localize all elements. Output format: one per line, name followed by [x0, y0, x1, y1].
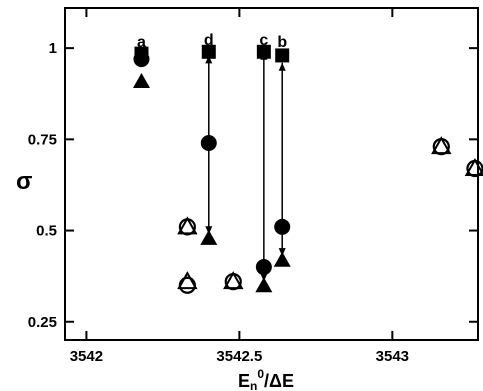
annotation-label: d [204, 32, 214, 49]
y-tick-label: 0.5 [36, 223, 57, 240]
circle-marker [133, 51, 150, 68]
arrows [205, 51, 286, 282]
arrow-head-up [278, 62, 286, 71]
data-markers [132, 44, 483, 294]
y-axis-ticks: 0.25 0.5 0.75 1 [28, 40, 478, 331]
x-axis-ticks: 3542 3542.5 3543 [70, 8, 409, 365]
open-circle-marker [178, 276, 196, 294]
x-tick-label: 3543 [376, 348, 409, 365]
triangle-marker [200, 229, 218, 245]
x-axis-label-rest: /ΔE [264, 371, 294, 391]
y-tick-label: 1 [49, 40, 57, 57]
x-tick-label: 3542.5 [216, 348, 262, 365]
open-triangle-marker [223, 271, 244, 290]
triangle-marker [132, 72, 150, 88]
triangle-marker [255, 277, 273, 293]
triangle-marker [273, 251, 291, 267]
open-triangle-marker [431, 136, 452, 155]
y-tick-label: 0.75 [28, 131, 57, 148]
arrow-head-up [205, 55, 213, 64]
annotation-label: b [277, 34, 287, 51]
circle-marker [200, 134, 217, 151]
x-axis-label-sup: 0 [257, 367, 264, 381]
open-triangle-marker [177, 216, 198, 235]
open-triangle-marker [177, 271, 198, 290]
y-axis-label: σ [16, 168, 32, 195]
x-axis-label: En0/ΔE [238, 367, 294, 391]
y-tick-label: 0.25 [28, 314, 57, 331]
square-marker [256, 44, 271, 59]
circle-marker [274, 218, 291, 235]
square-marker [275, 48, 290, 63]
x-axis-label-sub: n [250, 379, 257, 391]
annotation-label: a [137, 34, 146, 51]
circle-marker [255, 259, 272, 276]
plot-frame [64, 7, 479, 341]
x-tick-label: 3542 [70, 348, 103, 365]
annotation-label: c [259, 32, 268, 49]
x-axis-label-base: E [238, 371, 250, 391]
square-marker [201, 44, 216, 59]
open-triangle-marker [464, 157, 483, 177]
